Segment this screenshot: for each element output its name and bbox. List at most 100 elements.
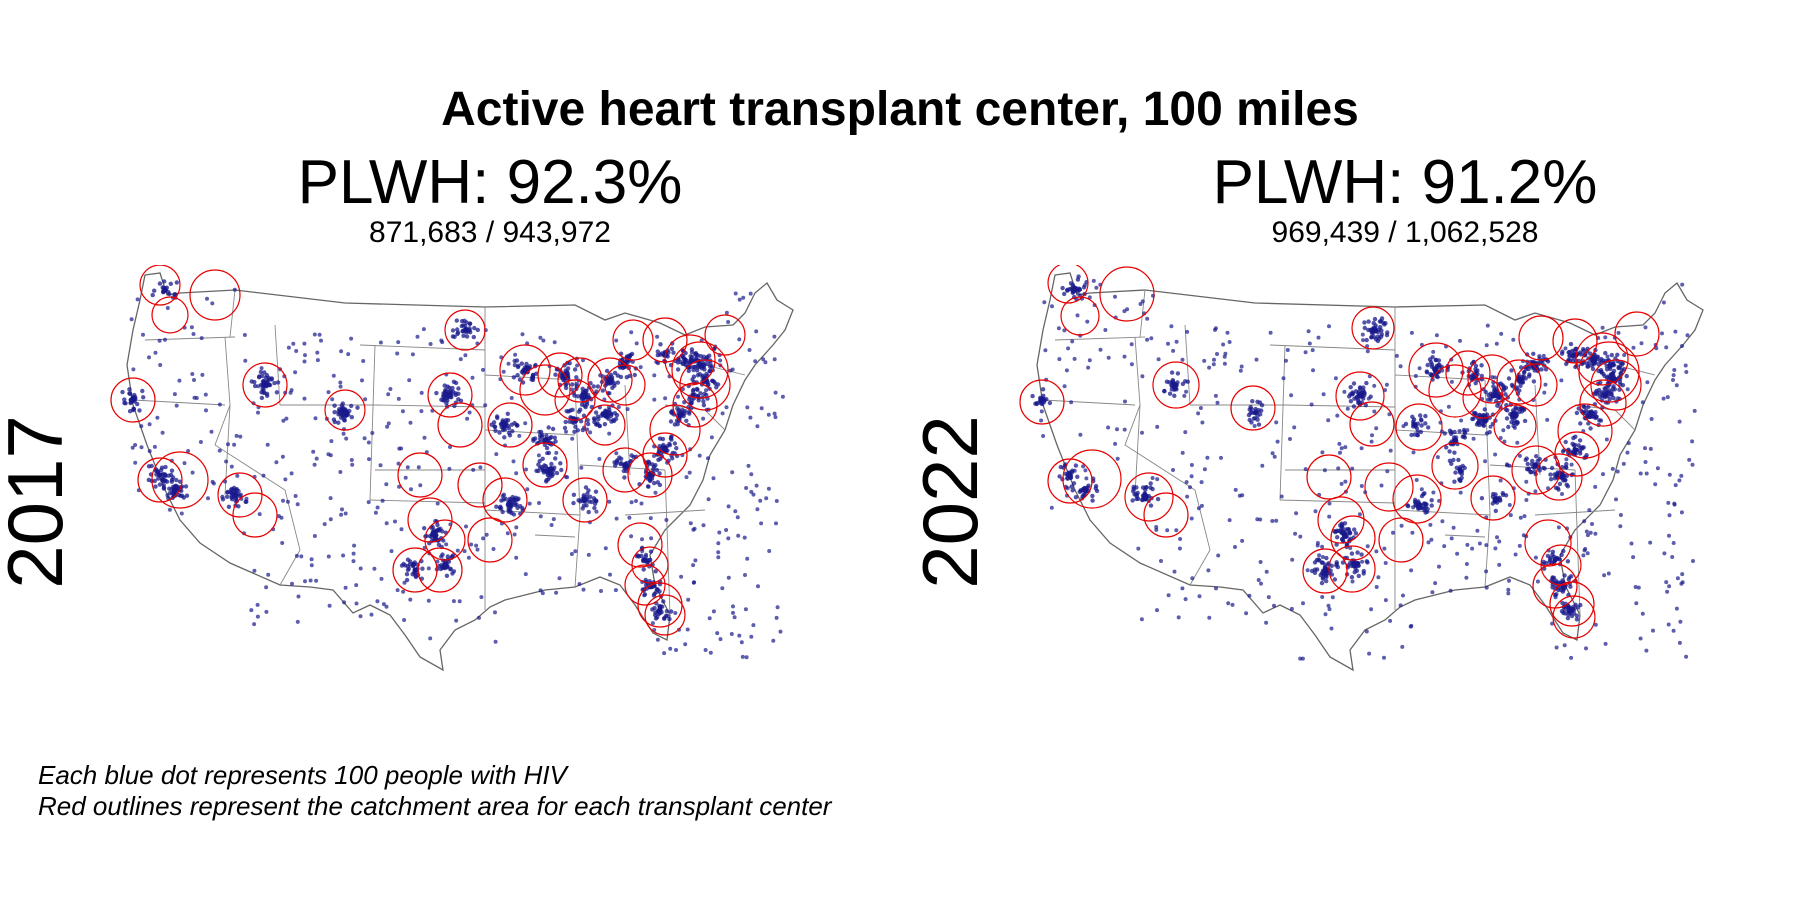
hiv-dot: [1605, 354, 1610, 359]
hiv-dot: [1548, 477, 1554, 482]
hiv-dot: [1578, 421, 1583, 426]
hiv-dot: [653, 490, 658, 495]
hiv-dot: [1211, 362, 1216, 367]
hiv-dot: [1369, 439, 1374, 444]
hiv-dot: [559, 467, 564, 473]
hiv-dot: [1662, 551, 1667, 556]
hiv-dot: [1600, 325, 1605, 330]
hiv-dot: [1605, 400, 1611, 405]
hiv-dot: [139, 424, 144, 429]
hiv-dot: [384, 604, 389, 609]
hiv-dot: [178, 493, 183, 498]
hiv-dot: [309, 563, 314, 568]
hiv-dot: [313, 416, 318, 421]
hiv-dot: [726, 575, 731, 580]
hiv-dot: [1334, 542, 1339, 547]
hiv-dot: [1350, 391, 1356, 396]
catchment-circle: [424, 519, 466, 561]
hiv-dot: [582, 391, 587, 397]
hiv-dot: [1272, 454, 1277, 459]
hiv-dot: [1447, 449, 1452, 454]
catchment-circle: [522, 442, 568, 488]
hiv-dot: [467, 410, 472, 415]
hiv-dot: [583, 485, 589, 490]
hiv-dot: [1033, 401, 1038, 406]
hiv-dot: [648, 549, 654, 554]
hiv-dot: [358, 614, 363, 619]
hiv-dot: [1537, 456, 1542, 462]
hiv-dot: [701, 523, 706, 528]
hiv-dot: [450, 334, 456, 339]
hiv-dot: [1214, 586, 1218, 591]
hiv-dot: [454, 318, 459, 323]
hiv-dot: [1559, 552, 1564, 558]
hiv-dot: [448, 566, 453, 571]
hiv-dot: [153, 350, 158, 355]
hiv-dot: [1494, 394, 1499, 399]
hiv-dot: [1156, 357, 1161, 362]
hiv-dot: [1041, 434, 1046, 438]
hiv-dot: [1518, 515, 1523, 520]
hiv-dot: [716, 550, 721, 555]
hiv-dot: [1185, 329, 1190, 334]
state-border: [1444, 534, 1486, 538]
hiv-dot: [349, 458, 354, 462]
hiv-dot: [1444, 445, 1449, 450]
hiv-dot: [1307, 341, 1312, 346]
hiv-dot: [1388, 448, 1393, 453]
hiv-dot: [742, 535, 747, 540]
hiv-dot: [629, 453, 634, 458]
hiv-dot: [339, 349, 344, 354]
hiv-dot: [1539, 367, 1544, 372]
hiv-dot: [1348, 385, 1353, 390]
hiv-dot: [1531, 351, 1536, 356]
hiv-dot: [497, 430, 502, 435]
hiv-dot: [1498, 478, 1503, 483]
hiv-dot: [1364, 337, 1369, 343]
hiv-dot: [1680, 344, 1684, 348]
hiv-dot: [548, 470, 553, 476]
hiv-dot: [625, 407, 630, 412]
hiv-dot: [1422, 506, 1427, 511]
hiv-dot: [640, 537, 644, 542]
hiv-dot: [1069, 400, 1074, 405]
hiv-dot: [754, 483, 759, 488]
hiv-dot: [1185, 379, 1190, 384]
hiv-dot: [217, 448, 222, 453]
hiv-dot: [238, 434, 243, 439]
hiv-dot: [1310, 348, 1315, 353]
hiv-dot: [164, 285, 169, 290]
hiv-dot: [1499, 331, 1504, 336]
hiv-dot: [1416, 499, 1421, 504]
hiv-dot: [1574, 617, 1580, 622]
hiv-dot: [1394, 353, 1399, 358]
hiv-dot: [573, 549, 578, 554]
hiv-dot: [579, 465, 584, 470]
hiv-dot: [139, 445, 144, 450]
hiv-dot: [657, 471, 662, 476]
hiv-dot: [744, 655, 749, 660]
hiv-dot: [1090, 493, 1095, 499]
hiv-dot: [593, 410, 599, 415]
hiv-dot: [1372, 327, 1378, 332]
hiv-dot: [1690, 439, 1695, 444]
hiv-dot: [538, 514, 543, 519]
hiv-dot: [1542, 390, 1547, 395]
hiv-dot: [1498, 436, 1503, 440]
hiv-dot: [1129, 342, 1134, 347]
hiv-dot: [549, 434, 554, 440]
hiv-dot: [471, 334, 476, 340]
hiv-dot: [393, 519, 397, 524]
hiv-dot: [229, 493, 234, 498]
hiv-dot: [1606, 571, 1611, 576]
hiv-dot: [1629, 541, 1634, 546]
hiv-dot: [685, 627, 690, 632]
hiv-dot: [1123, 399, 1127, 404]
hiv-dot: [1568, 608, 1574, 613]
hiv-dot: [1503, 392, 1508, 397]
catchment-circle: [1470, 475, 1516, 521]
hiv-dot: [410, 572, 415, 577]
state-border: [1284, 404, 1396, 408]
hiv-dot: [525, 341, 530, 346]
hiv-dot: [1068, 475, 1073, 480]
